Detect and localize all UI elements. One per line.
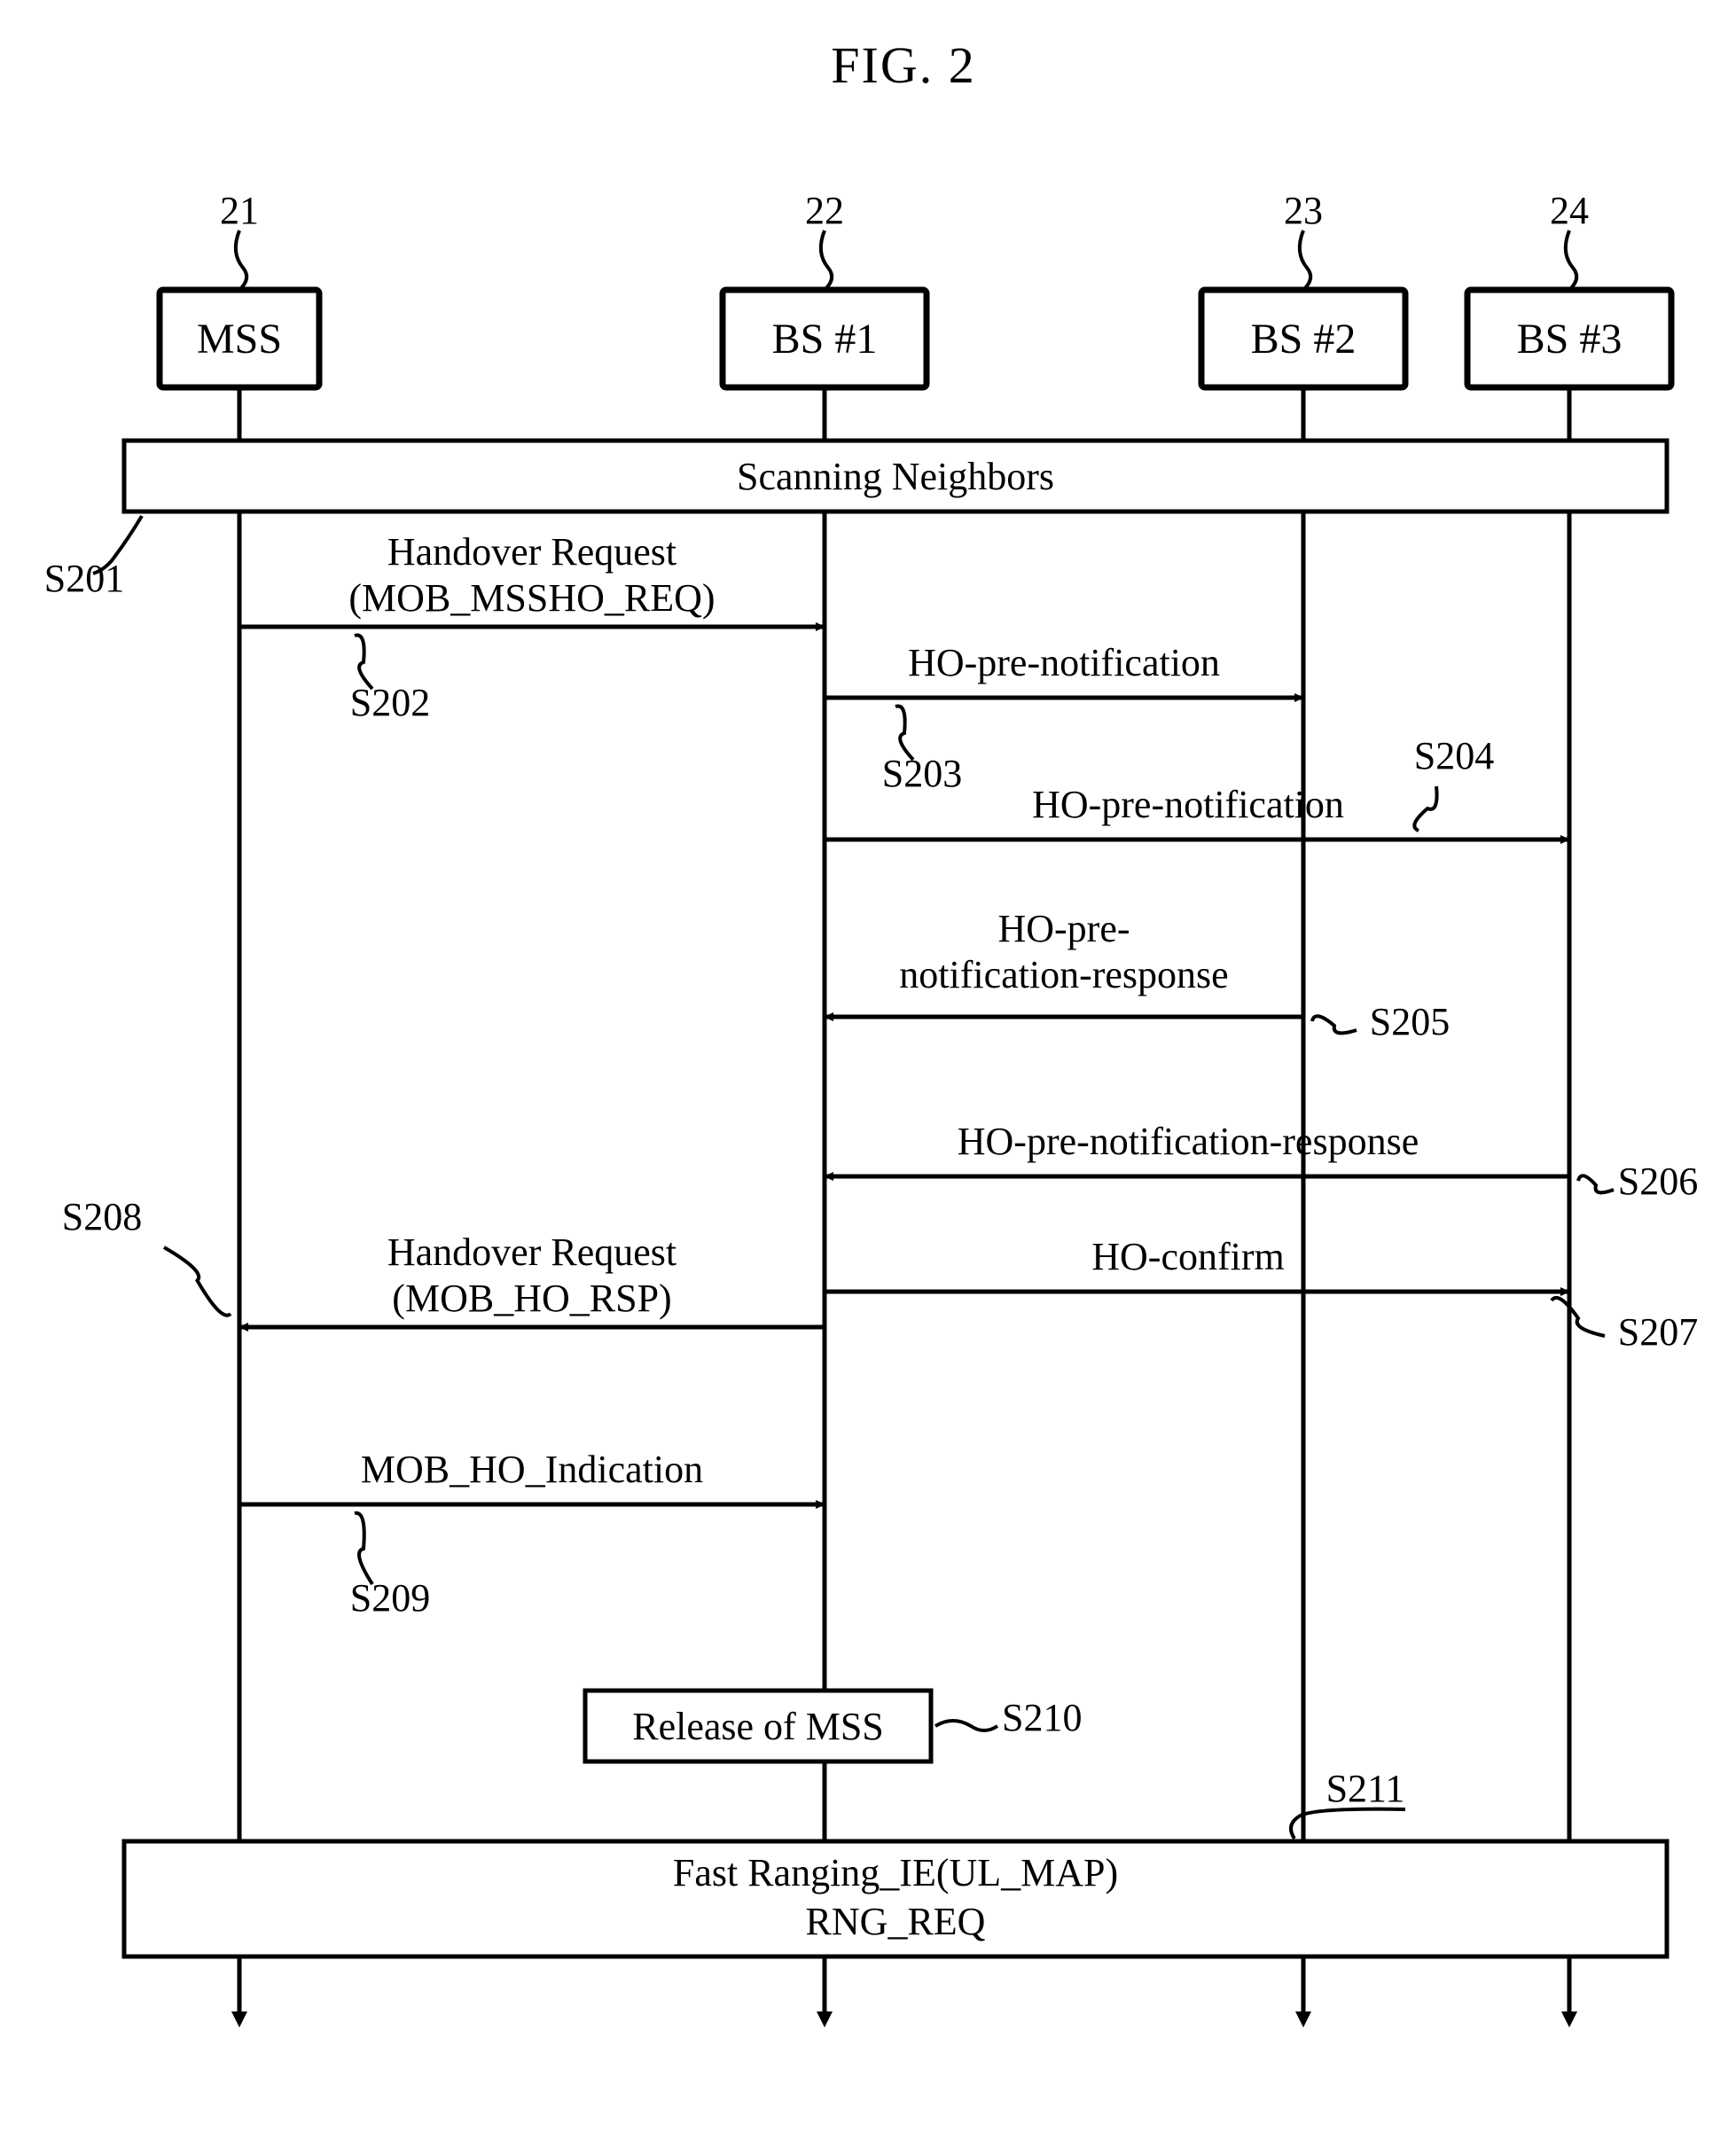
actor-ref-mss: 21 (220, 189, 259, 232)
actor-ref-connector-bs1 (821, 230, 832, 290)
msg-ref-s206: S206 (1618, 1160, 1698, 1203)
actor-ref-bs1: 22 (805, 189, 844, 232)
msg-label-s205-1: notification-response (899, 953, 1228, 996)
msg-ref-s208: S208 (62, 1195, 142, 1238)
msg-ref-s203: S203 (882, 752, 962, 795)
actor-ref-bs2: 23 (1284, 189, 1323, 232)
msg-label-s202-0: Handover Request (387, 530, 676, 574)
msg-ref-s209: S209 (350, 1576, 430, 1620)
msg-ref-s207: S207 (1618, 1310, 1698, 1354)
msg-ref-s205: S205 (1370, 1000, 1450, 1043)
msg-ref-connector-s205 (1312, 1016, 1357, 1033)
actor-label-bs1: BS #1 (772, 316, 878, 363)
actor-ref-bs3: 24 (1550, 189, 1589, 232)
msg-label-s203-0: HO-pre-notification (908, 641, 1220, 684)
msg-label-s206-0: HO-pre-notification-response (958, 1120, 1419, 1163)
fast-ranging-ref: S211 (1326, 1767, 1405, 1810)
fast-ranging-ref-connector (1291, 1809, 1405, 1839)
sequence-diagram: 21 MSS 22 BS #1 23 BS #2 24 BS #3 Scanning Neigh… (35, 184, 1702, 2045)
actor-ref-connector-bs3 (1566, 230, 1576, 290)
msg-label-s207-0: HO-confirm (1091, 1235, 1285, 1278)
actor-ref-connector-mss (236, 230, 246, 290)
diagram-container: FIG. 2 21 MSS 22 BS #1 23 BS #2 24 BS #3 Scannin… (35, 35, 1736, 2045)
msg-label-s208-0: Handover Request (387, 1230, 676, 1274)
msg-ref-s204: S204 (1414, 734, 1494, 777)
release-box-label: Release of MSS (632, 1705, 884, 1748)
msg-ref-connector-s206 (1578, 1176, 1614, 1192)
msg-label-s205-0: HO-pre- (997, 907, 1130, 950)
msg-ref-connector-s204 (1414, 786, 1436, 831)
release-ref-connector (935, 1721, 997, 1730)
fast-ranging-line2: RNG_REQ (806, 1900, 986, 1943)
msg-label-s208-1: (MOB_HO_RSP) (392, 1277, 671, 1320)
msg-ref-connector-s208 (164, 1247, 231, 1316)
actor-label-mss: MSS (197, 316, 282, 363)
figure-title: FIG. 2 (35, 35, 1736, 95)
msg-ref-s202: S202 (350, 681, 430, 724)
fast-ranging-line1: Fast Ranging_IE(UL_MAP) (673, 1851, 1118, 1894)
actor-label-bs2: BS #2 (1251, 316, 1357, 363)
actor-ref-connector-bs2 (1300, 230, 1310, 290)
release-ref: S210 (1002, 1696, 1082, 1739)
s201-label: S201 (44, 557, 124, 600)
msg-label-s204-0: HO-pre-notification (1032, 783, 1344, 826)
msg-label-s209-0: MOB_HO_Indication (361, 1448, 703, 1491)
actor-label-bs3: BS #3 (1517, 316, 1623, 363)
scanning-bar-label: Scanning Neighbors (737, 455, 1054, 498)
msg-ref-connector-s209 (355, 1513, 372, 1584)
msg-ref-connector-s207 (1552, 1298, 1605, 1336)
msg-label-s202-1: (MOB_MSSHO_REQ) (348, 576, 715, 620)
